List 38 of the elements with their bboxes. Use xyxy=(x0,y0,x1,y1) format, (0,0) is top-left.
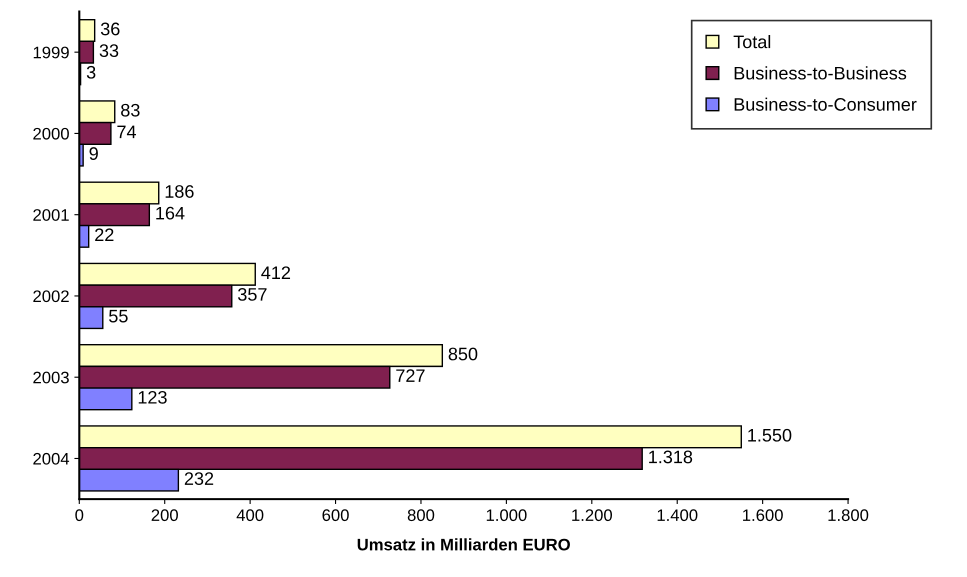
y-tick-label: 1999 xyxy=(34,46,69,58)
legend-label: Total xyxy=(734,35,770,48)
data-label: 36 xyxy=(100,22,120,36)
legend-label: Business-to-Consumer xyxy=(734,98,917,111)
x-tick-label: 0 xyxy=(75,509,84,522)
legend-label: Business-to-Business xyxy=(734,66,906,80)
data-label: 186 xyxy=(166,185,194,198)
data-label: 83 xyxy=(121,104,140,117)
data-label: 850 xyxy=(448,348,478,360)
x-tick-label: 1.600 xyxy=(743,509,783,522)
x-tick-label: 600 xyxy=(322,509,349,522)
x-tick-label: 1.400 xyxy=(658,509,698,522)
y-tick-label: 2003 xyxy=(33,372,69,384)
data-label: 232 xyxy=(184,472,214,485)
data-label: 55 xyxy=(109,310,128,322)
y-tick-label: 2002 xyxy=(33,290,69,302)
data-label: 33 xyxy=(100,44,118,58)
data-label: 1.318 xyxy=(649,450,692,464)
data-label: 74 xyxy=(117,126,136,138)
data-label: 22 xyxy=(95,228,114,242)
x-tick-label: 800 xyxy=(408,509,434,522)
x-tick-label: 1.200 xyxy=(572,509,612,522)
data-label: 1.550 xyxy=(748,428,792,442)
data-label: 164 xyxy=(156,206,184,220)
data-label: 3 xyxy=(86,66,96,79)
data-label: 123 xyxy=(138,390,167,404)
x-tick-label: 1.800 xyxy=(828,509,868,522)
x-tick-label: 400 xyxy=(236,509,264,522)
data-label: 412 xyxy=(261,266,290,279)
y-tick-label: 2000 xyxy=(33,128,69,140)
x-axis-title: Umsatz in Milliarden EURO xyxy=(358,538,570,550)
x-tick-label: 200 xyxy=(152,509,178,522)
data-label: 357 xyxy=(238,288,267,301)
y-tick-label: 2004 xyxy=(33,452,70,465)
x-tick-label: 1.000 xyxy=(486,509,527,522)
y-tick-label: 2001 xyxy=(33,209,69,221)
data-label: 9 xyxy=(90,147,98,160)
data-label: 727 xyxy=(396,369,425,382)
